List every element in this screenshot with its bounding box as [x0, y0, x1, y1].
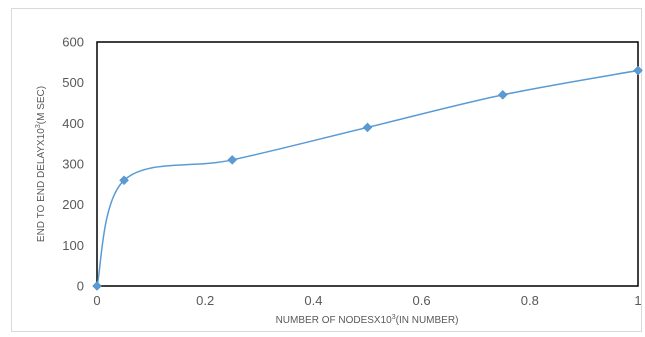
y-axis-title: END TO END DELAYX103(M SEC): [35, 86, 47, 242]
y-tick-label: 400: [62, 116, 84, 131]
plot-area: [96, 41, 639, 287]
data-point-marker: [497, 90, 508, 100]
data-point-marker: [633, 65, 643, 76]
y-tick-label: 200: [62, 197, 84, 212]
x-tick-labels: 0 0.2 0.4 0.6 0.8 1: [93, 293, 641, 308]
x-axis-title: NUMBER OF NODESX103(IN NUMBER): [276, 314, 459, 326]
data-point-marker: [227, 155, 238, 165]
x-axis-title-main: NUMBER OF NODESX10: [276, 315, 393, 326]
y-tick-label: 600: [62, 35, 84, 50]
x-tick-label: 0.4: [304, 293, 322, 308]
series-line: [96, 69, 639, 287]
x-axis-title-exponent: 3: [392, 314, 396, 321]
x-tick-label: 0.8: [521, 293, 539, 308]
x-tick-label: 0.2: [196, 293, 214, 308]
y-tick-labels: 0 100 200 300 400 500 600: [62, 35, 84, 294]
y-axis-title-main: END TO END DELAYX10: [36, 128, 47, 242]
data-markers: [92, 65, 643, 291]
x-tick-label: 1: [634, 293, 641, 308]
data-point-marker: [119, 175, 129, 186]
y-tick-label: 100: [62, 238, 84, 253]
data-point-marker: [362, 122, 373, 133]
x-tick-label: 0.6: [413, 293, 431, 308]
y-axis-title-unit: (M SEC): [36, 86, 47, 124]
x-tick-label: 0: [93, 293, 100, 308]
y-tick-label: 500: [62, 75, 84, 90]
y-tick-label: 0: [77, 279, 84, 294]
data-point-marker: [92, 281, 102, 291]
y-axis-title-exponent: 3: [35, 124, 42, 128]
y-tick-label: 300: [62, 157, 84, 172]
x-axis-title-unit: (IN NUMBER): [396, 315, 459, 326]
